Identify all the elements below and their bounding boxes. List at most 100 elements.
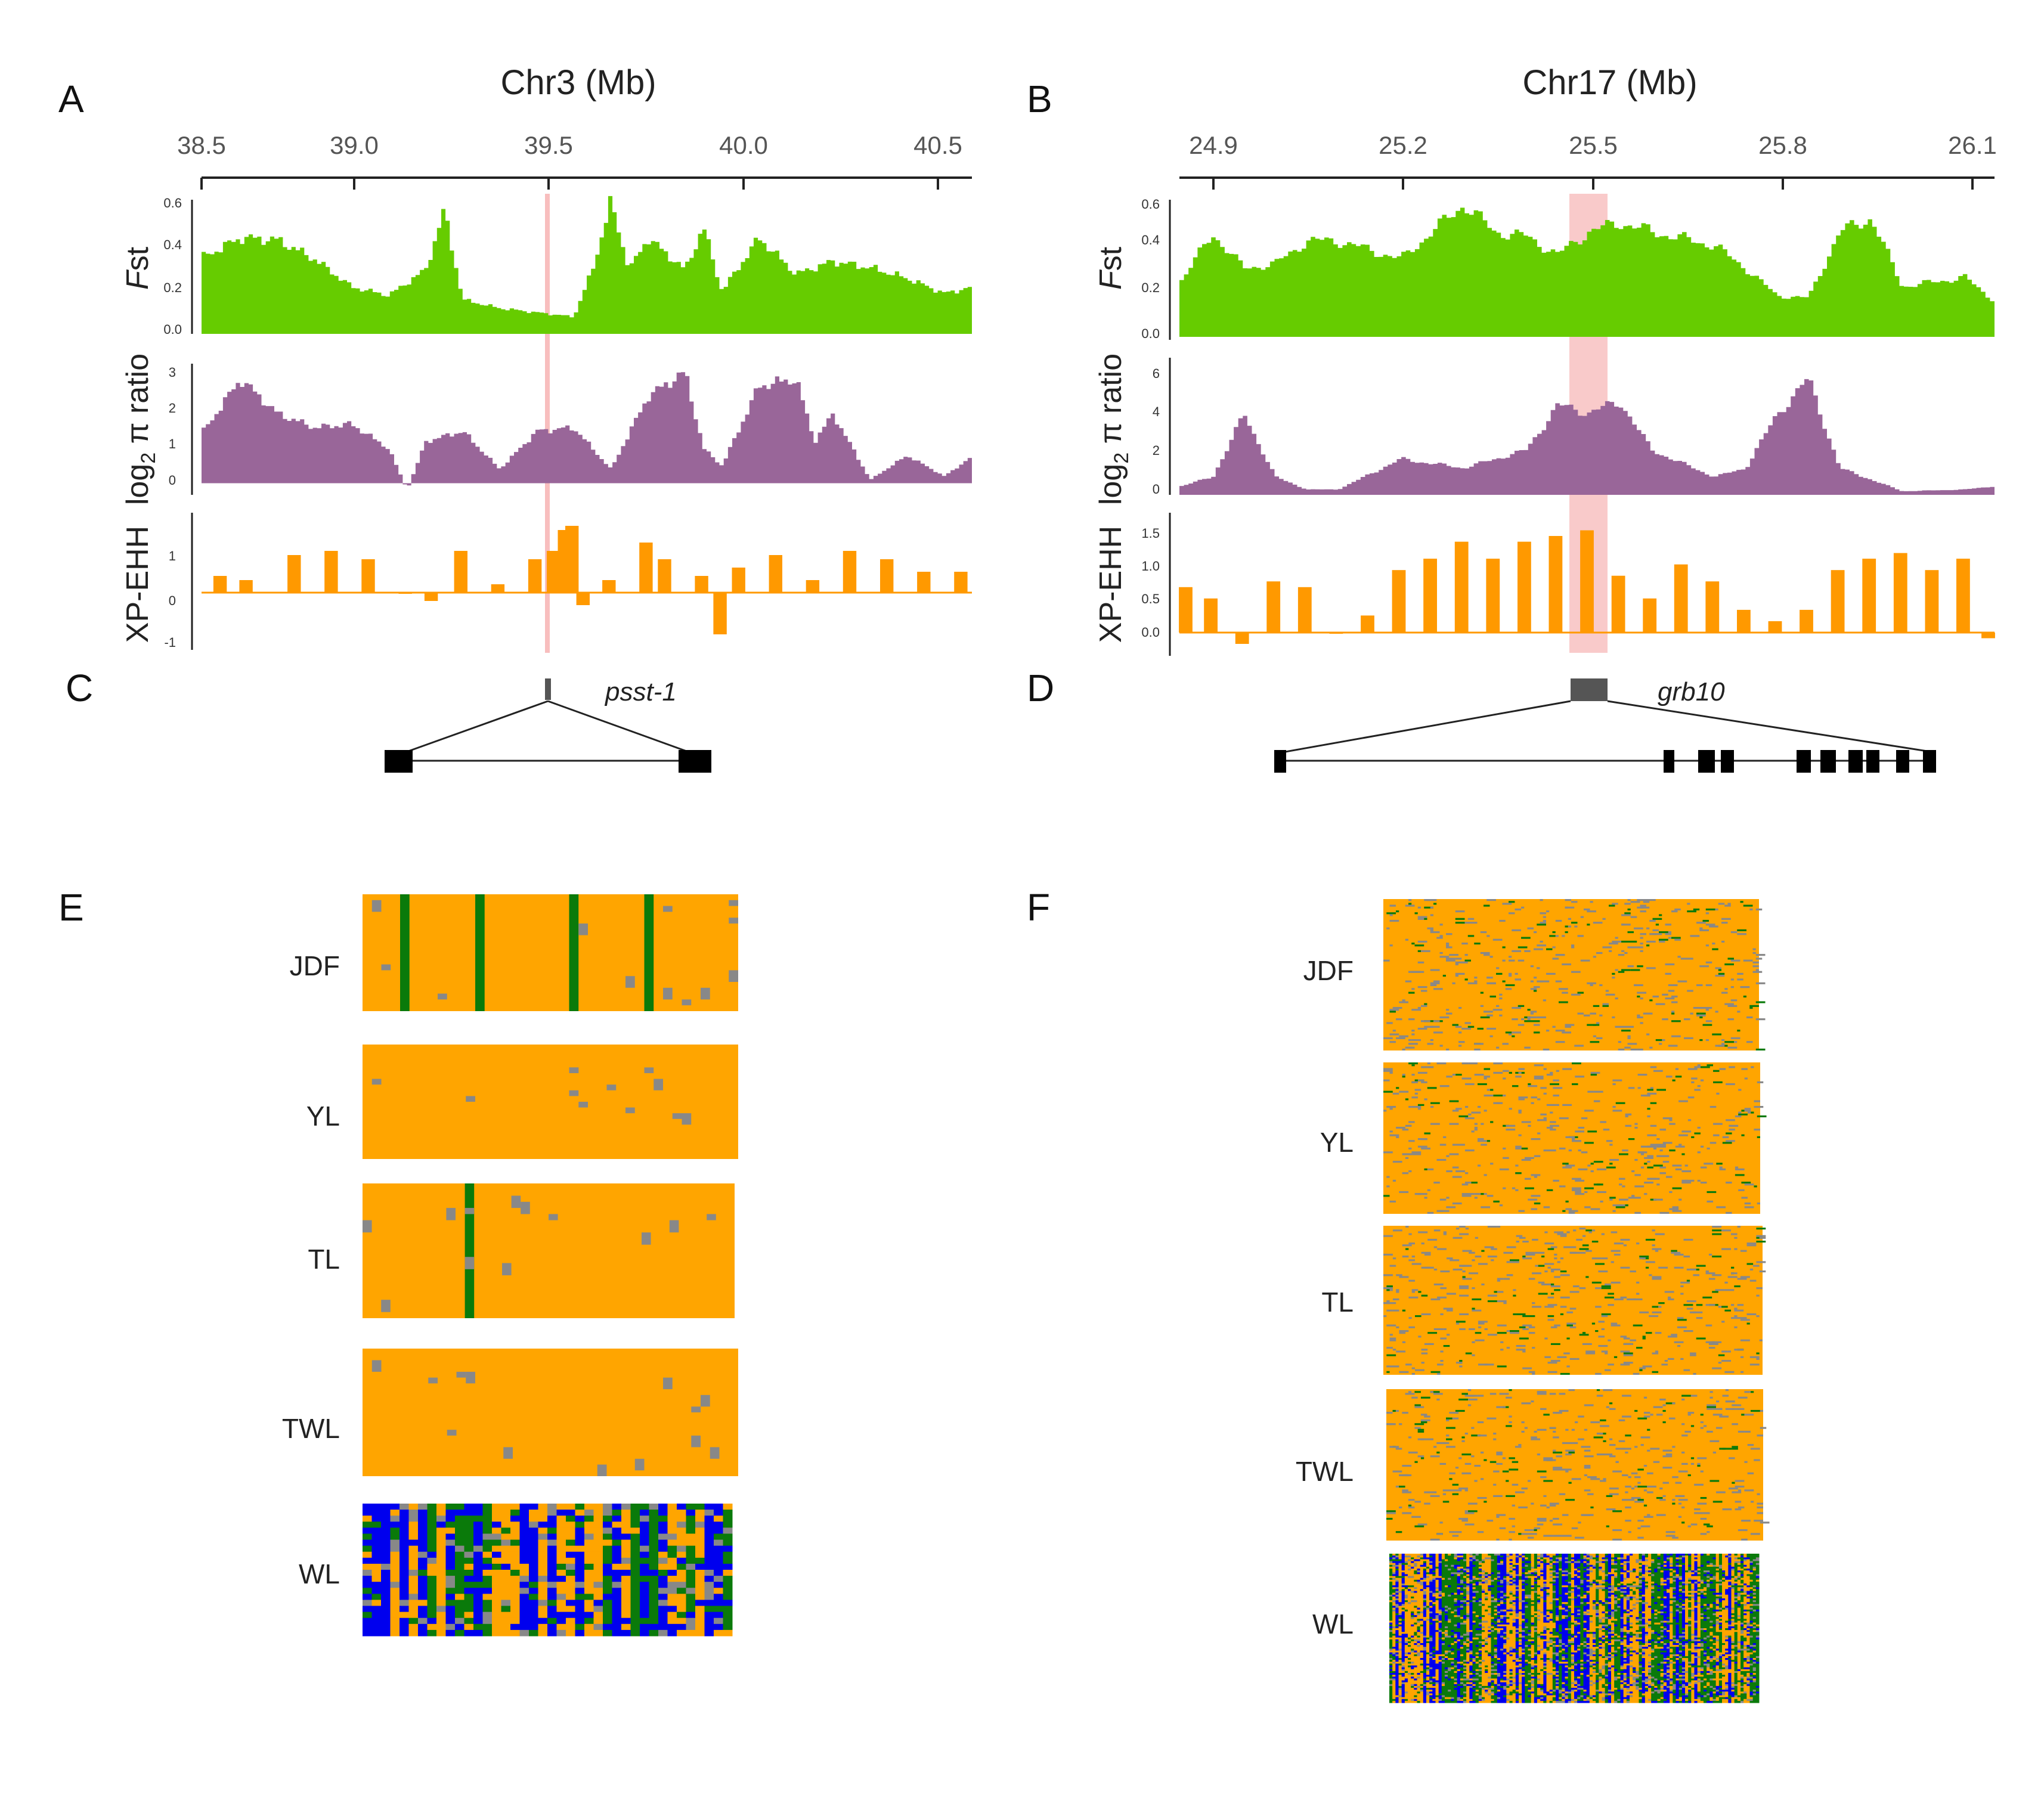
panel-a-xpehh-bar xyxy=(287,555,301,593)
panel-b-xpehh-bar xyxy=(1800,609,1813,633)
panel-a-xpehh-bar xyxy=(658,559,671,593)
panel-a-xpehh-bar xyxy=(639,543,653,593)
panel-a-track-labels: Fst log2 π ratio XP-EHH xyxy=(120,246,160,643)
panel-a-xpehh-bar xyxy=(732,568,745,593)
y-tick-label: 4 xyxy=(1153,404,1160,419)
hap-block-f-wl xyxy=(1389,1554,1760,1703)
y-tick-label: 6 xyxy=(1153,366,1160,381)
panel-b-xpehh-bar xyxy=(1956,559,1970,633)
hap-block-e-yl xyxy=(363,1045,738,1159)
population-label: JDF xyxy=(290,950,340,981)
population-label: TWL xyxy=(282,1413,340,1444)
population-label: WL xyxy=(1312,1609,1354,1640)
x-tick-label: 25.2 xyxy=(1379,131,1427,159)
x-tick-label: 25.8 xyxy=(1758,131,1807,159)
population-label: WL xyxy=(299,1558,340,1589)
panel-a-xpehh-bar xyxy=(213,576,227,593)
panel-letter-f: F xyxy=(1027,886,1050,929)
y-tick-label: 0.0 xyxy=(1141,625,1160,640)
exon xyxy=(1721,750,1734,773)
panel-b-xpehh-bar xyxy=(1981,633,1995,639)
x-tick-label: 24.9 xyxy=(1189,131,1238,159)
panel-a-xpehh-bar xyxy=(424,593,438,601)
exon xyxy=(1848,750,1863,773)
hap-block-e-tl xyxy=(363,1183,735,1318)
hap-block-e-jdf xyxy=(363,894,738,1011)
panel-a-xpehh-bar xyxy=(546,551,560,593)
panel-b-xpehh-bar xyxy=(1768,621,1782,633)
panel-b-xpehh-bar xyxy=(1580,530,1594,633)
population-label: JDF xyxy=(1303,955,1354,986)
y-tick-label: 1.5 xyxy=(1141,526,1160,541)
track-y-axes xyxy=(191,200,1171,656)
panel-b-y-ticks: 0.0 0.2 0.4 0.6 0 2 4 6 0.0 0.5 1.0 1.5 xyxy=(1141,197,1160,640)
y-tick-label: 1 xyxy=(169,548,176,563)
panel-a-y-ticks: 0.0 0.2 0.4 0.6 0 1 2 3 -1 0 1 xyxy=(163,196,182,650)
y-tick-label: 0 xyxy=(1153,482,1160,497)
panel-b-fst-area xyxy=(1179,207,1995,337)
gene-locus-marker xyxy=(545,678,551,700)
xpehh-track-label: XP-EHH xyxy=(1094,526,1128,643)
panel-a-xpehh-bar xyxy=(917,572,931,593)
hap-block-e-wl xyxy=(363,1504,733,1637)
hap-block-f-jdf xyxy=(1383,899,1766,1050)
panel-b-xpehh-bar xyxy=(1266,581,1281,633)
gene-name-grb10: grb10 xyxy=(1658,677,1725,706)
panel-a-fst-area xyxy=(202,196,972,334)
exon xyxy=(1923,750,1936,773)
exon xyxy=(1820,750,1836,773)
gene-name-psst1: psst-1 xyxy=(604,677,677,706)
population-label: YL xyxy=(1320,1127,1354,1158)
y-tick-label: -1 xyxy=(164,635,176,650)
panel-b-xpehh-bar xyxy=(1925,570,1939,633)
y-tick-label: 0.0 xyxy=(163,322,182,337)
x-tick-label: 40.0 xyxy=(719,131,768,159)
population-label: TL xyxy=(1321,1287,1354,1318)
panel-a-title: Chr3 (Mb) xyxy=(500,63,656,102)
panel-b-xpehh-bar xyxy=(1297,587,1312,633)
panel-b-pi-ratio-area xyxy=(1179,379,1995,495)
panel-a-xpehh-bar xyxy=(602,580,616,593)
hap-block-f-twl xyxy=(1386,1389,1770,1541)
panel-b-xpehh-bar xyxy=(1862,559,1876,633)
exon xyxy=(679,750,711,773)
x-tick-label: 39.5 xyxy=(524,131,573,159)
panel-a-xpehh-bar xyxy=(491,584,505,593)
panel-letter-a: A xyxy=(58,78,84,120)
y-tick-label: 0.0 xyxy=(1141,326,1160,341)
exon xyxy=(1664,750,1674,773)
panel-a-highlight-band xyxy=(545,194,550,653)
y-tick-label: 0.6 xyxy=(163,196,182,210)
panel-a-xpehh-bar xyxy=(361,559,375,593)
panel-b-xpehh-bar xyxy=(1486,559,1500,633)
panel-b-xpehh-bar xyxy=(1549,536,1563,633)
panel-a-xpehh-bar xyxy=(769,555,782,593)
panel-f-population-labels: JDF YL TL TWL WL xyxy=(1296,955,1354,1640)
population-label: TWL xyxy=(1296,1456,1354,1487)
y-tick-label: 0 xyxy=(169,593,176,608)
population-label: TL xyxy=(308,1244,340,1275)
panel-a-xpehh-bar xyxy=(843,551,857,593)
panel-b-xpehh-bar xyxy=(1423,559,1437,633)
panel-a-pi-ratio-area xyxy=(202,372,972,486)
x-tick-label: 38.5 xyxy=(177,131,226,159)
y-tick-label: 1.0 xyxy=(1141,559,1160,574)
exon xyxy=(1896,750,1909,773)
hap-block-e-twl xyxy=(363,1349,738,1476)
panel-b-xpehh-bar xyxy=(1235,633,1249,644)
panel-a-xpehh-bar xyxy=(713,593,727,634)
gene-locus-marker xyxy=(1571,678,1608,701)
xpehh-track-label: XP-EHH xyxy=(120,526,155,643)
panel-letter-d: D xyxy=(1027,667,1054,709)
exon xyxy=(1866,750,1879,773)
y-tick-label: 0.2 xyxy=(1141,280,1160,295)
panel-b-xpehh-bar xyxy=(1611,575,1625,633)
y-tick-label: 2 xyxy=(169,401,176,416)
panel-e-population-labels: JDF YL TL TWL WL xyxy=(282,950,340,1589)
panel-b-xpehh-bar xyxy=(1361,615,1374,633)
y-tick-label: 0.2 xyxy=(163,280,182,295)
haplotype-heatmaps xyxy=(363,894,1770,1703)
panel-a-xpehh-bar xyxy=(954,572,968,593)
population-label: YL xyxy=(306,1101,340,1132)
